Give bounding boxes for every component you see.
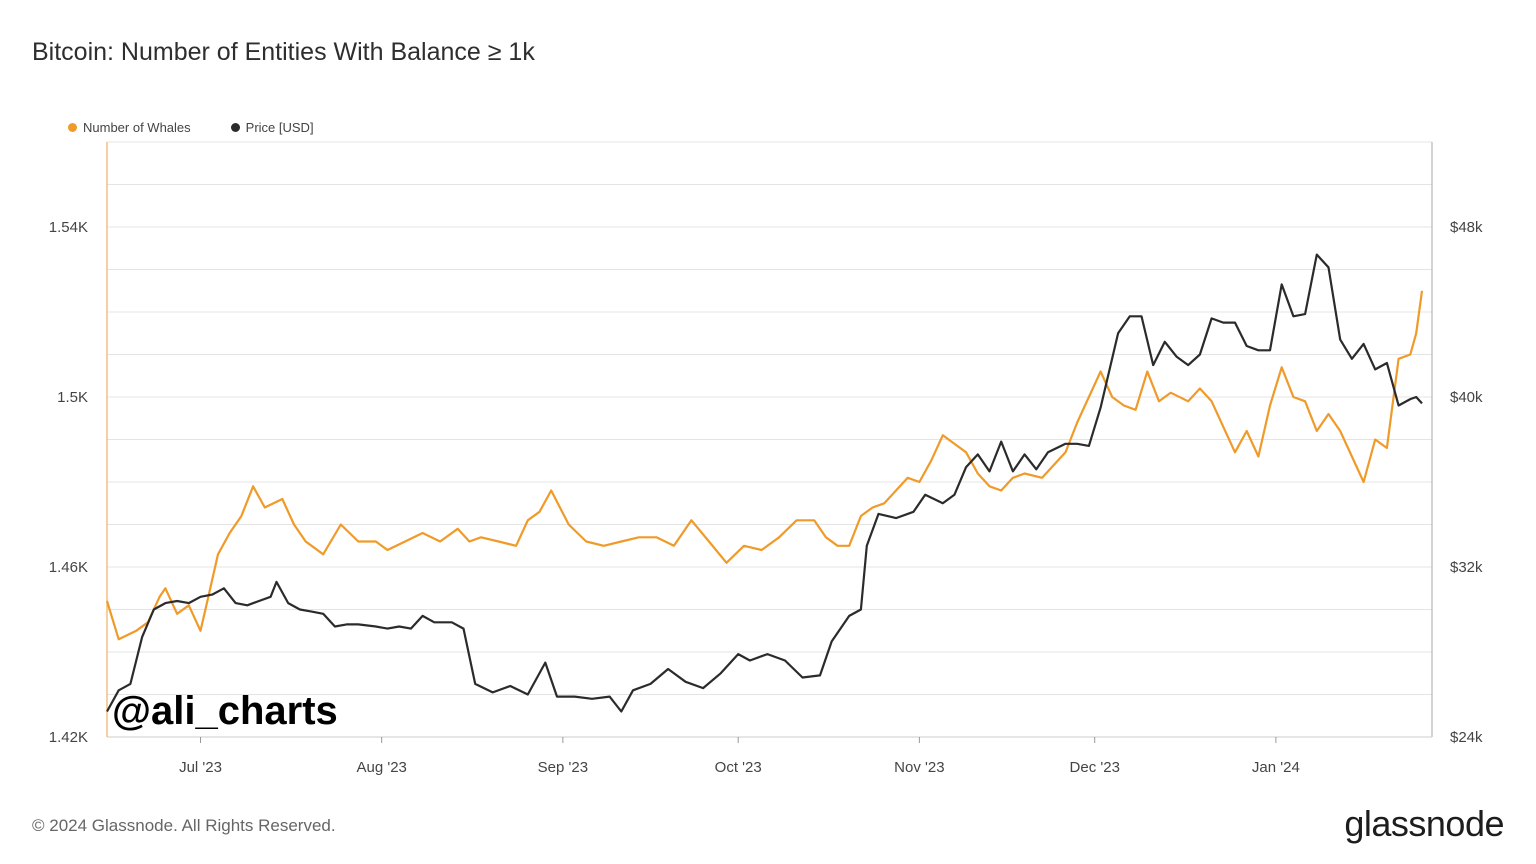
y-right-tick-label: $32k	[1450, 559, 1483, 576]
y-left-tick-label: 1.42K	[49, 729, 88, 746]
legend-item-whales[interactable]: Number of Whales	[68, 120, 191, 135]
chart-title: Bitcoin: Number of Entities With Balance…	[32, 38, 535, 66]
brand-logo: glassnode	[1344, 803, 1504, 844]
legend-dot-price	[230, 123, 240, 132]
legend-label-price: Price [USD]	[245, 120, 314, 135]
legend-item-price[interactable]: Price [USD]	[230, 120, 314, 135]
chart-legend: Number of Whales Price [USD]	[68, 120, 314, 135]
x-tick-label: Jan '24	[1252, 759, 1300, 776]
x-tick-label: Oct '23	[715, 759, 762, 776]
y-right-tick-label: $24k	[1450, 729, 1483, 746]
x-tick-label: Sep '23	[538, 759, 588, 776]
y-right-tick-label: $40k	[1450, 389, 1483, 406]
x-tick-label: Nov '23	[894, 759, 944, 776]
watermark-text: @ali_charts	[112, 689, 338, 733]
y-left-tick-label: 1.46K	[49, 559, 88, 576]
series-line-price	[106, 253, 1423, 713]
y-right-tick-label: $48k	[1450, 219, 1483, 236]
footer-copyright: © 2024 Glassnode. All Rights Reserved.	[32, 816, 336, 835]
chart-axes	[106, 142, 1433, 738]
legend-label-whales: Number of Whales	[83, 120, 191, 135]
legend-dot-whales	[68, 123, 77, 132]
y-left-tick-label: 1.5K	[57, 389, 88, 406]
grid-lines	[107, 141, 1432, 695]
y-left-tick-label: 1.54K	[49, 219, 88, 236]
series-line-whales	[105, 290, 1424, 641]
x-tick-label: Jul '23	[179, 759, 222, 776]
x-tick-label: Aug '23	[356, 759, 406, 776]
series-lines	[105, 253, 1424, 713]
x-tick-label: Dec '23	[1070, 759, 1120, 776]
axis-ticks: 1.42K 1.46K 1.5K 1.54K $24k $32k $40k $48k Jul '…	[49, 219, 1483, 776]
